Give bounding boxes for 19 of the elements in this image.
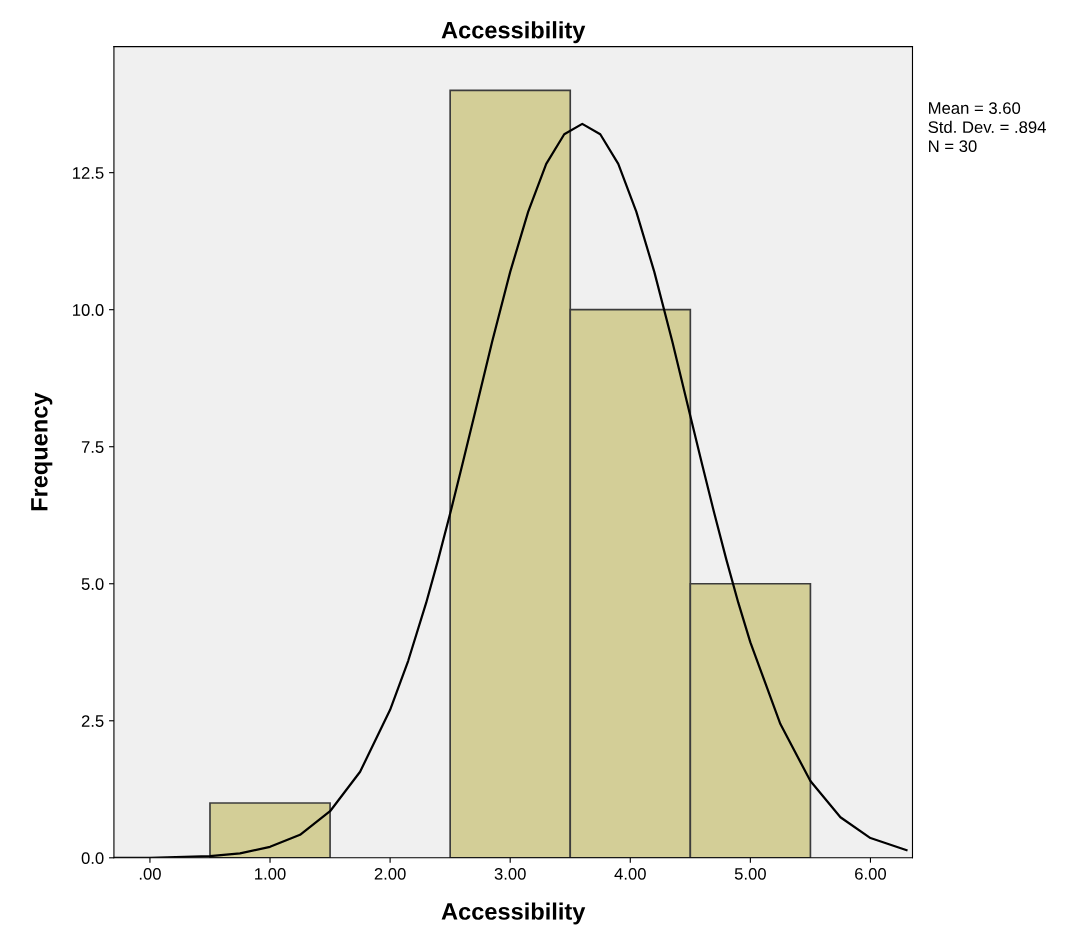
y-tick-label: 0.0: [81, 852, 104, 865]
y-tick-label: 5.0: [81, 578, 104, 590]
y-axis-title: Frequency: [31, 392, 53, 511]
x-tick-label: 6.00: [855, 867, 887, 880]
text: N = 30: [929, 140, 977, 153]
text: Std. Dev. = .894: [928, 120, 1046, 134]
y-tick-label: 12.5: [73, 167, 104, 179]
x-tick-label: 1.00: [255, 867, 286, 880]
x-axis-title: Accessibility: [441, 902, 586, 925]
x-tick-label: 3.00: [494, 867, 526, 880]
chart-title: Accessibility: [441, 21, 586, 44]
x-tick-label: 4.00: [614, 867, 646, 880]
y-tick-label: 2.5: [81, 715, 104, 727]
x-tick-label: .00: [139, 867, 161, 880]
text: Mean = 3.60: [929, 102, 1021, 114]
y-tick-label: 10.0: [73, 304, 104, 316]
y-tick-label: 7.5: [81, 441, 104, 453]
x-tick-label: 2.00: [374, 867, 406, 880]
x-tick-label: 5.00: [734, 867, 766, 880]
